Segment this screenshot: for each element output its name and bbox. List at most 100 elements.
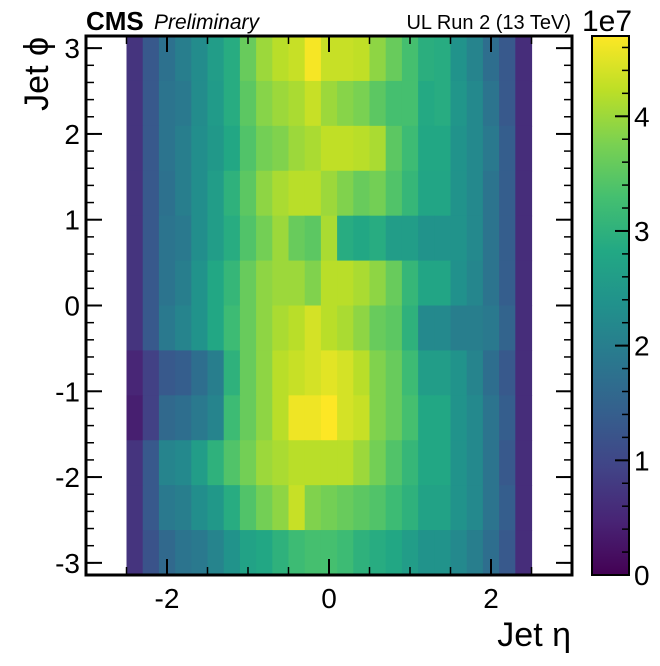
heatmap-cell [256, 80, 273, 127]
heatmap-cell [320, 530, 338, 576]
heatmap-cell [499, 125, 516, 172]
heatmap-cell [223, 350, 241, 396]
heatmap-cell [191, 305, 209, 352]
heatmap-cell [191, 350, 209, 396]
heatmap-cell [239, 350, 257, 396]
heatmap-cell [337, 440, 354, 486]
heatmap-cell [304, 395, 322, 441]
heatmap-cell [385, 530, 403, 576]
heatmap-cell [515, 485, 533, 531]
heatmap-cell [272, 260, 290, 307]
heatmap-cell [126, 170, 144, 217]
heatmap-cell [223, 530, 241, 576]
heatmap-cell [401, 170, 419, 217]
heatmap-cell [239, 80, 257, 127]
y-tick-label: 3 [64, 33, 80, 64]
heatmap-cell [369, 36, 387, 82]
heatmap-cell [418, 80, 435, 127]
heatmap-cell [369, 530, 387, 576]
heatmap-cell [337, 530, 354, 576]
heatmap-cell [450, 170, 468, 217]
heatmap-cell [369, 170, 387, 217]
heatmap-cell [288, 215, 306, 262]
y-tick-label: -3 [55, 548, 80, 579]
heatmap-cell [223, 36, 241, 82]
heatmap-cell [223, 125, 241, 172]
heatmap-cell [353, 215, 371, 262]
y-tick-label: -1 [55, 376, 80, 407]
heatmap-cell [466, 125, 484, 172]
heatmap-cell [256, 395, 273, 441]
heatmap-cell [418, 215, 435, 262]
heatmap-cell [450, 440, 468, 486]
heatmap-cell [499, 350, 516, 396]
heatmap-cell [239, 305, 257, 352]
plot-frame [84, 34, 574, 577]
heatmap-cell [434, 485, 452, 531]
heatmap-cell [304, 36, 322, 82]
heatmap-cell [385, 350, 403, 396]
heatmap-cell [450, 350, 468, 396]
heatmap-cell [499, 260, 516, 307]
heatmap-cell [337, 215, 354, 262]
colorbar-tick-label: 1 [634, 445, 650, 476]
heatmap-cell [256, 305, 273, 352]
heatmap-cell [401, 215, 419, 262]
heatmap-cell [158, 350, 176, 396]
heatmap-cell [272, 125, 290, 172]
heatmap-cell [304, 485, 322, 531]
heatmap-cell [239, 440, 257, 486]
heatmap-cell [272, 170, 290, 217]
heatmap-cell [288, 305, 306, 352]
heatmap-cell [353, 305, 371, 352]
heatmap-cell [515, 125, 533, 172]
heatmap-cell [142, 305, 160, 352]
heatmap-cell [158, 440, 176, 486]
heatmap-cell [191, 260, 209, 307]
heatmap-cell [191, 485, 209, 531]
heatmap-cell [482, 36, 500, 82]
heatmap-cell [304, 260, 322, 307]
heatmap-cell [434, 215, 452, 262]
heatmap-cell [256, 260, 273, 307]
heatmap-cell [175, 80, 192, 127]
heatmap-cell [418, 485, 435, 531]
y-axis-label: Jet ϕ [18, 37, 56, 111]
heatmap-cell [499, 440, 516, 486]
y-tick-label: 2 [64, 119, 80, 150]
heatmap-cell [515, 80, 533, 127]
heatmap-cell [142, 530, 160, 576]
heatmap-cell [482, 80, 500, 127]
heatmap-cell [353, 485, 371, 531]
heatmap-cell [272, 440, 290, 486]
x-tick-label: 2 [483, 583, 499, 614]
heatmap-cell [239, 125, 257, 172]
colorbar-tick-label: 4 [634, 101, 650, 132]
heatmap-cell [434, 350, 452, 396]
heatmap-cell [175, 170, 192, 217]
heatmap-cell [126, 395, 144, 441]
heatmap-cell [239, 215, 257, 262]
heatmap-cell [385, 440, 403, 486]
heatmap-cell [158, 125, 176, 172]
heatmap-cell [191, 215, 209, 262]
heatmap-cell [126, 125, 144, 172]
heatmap-cell [434, 305, 452, 352]
heatmap-cell [256, 36, 273, 82]
heatmap-cell [288, 530, 306, 576]
heatmap-cell [272, 395, 290, 441]
heatmap-cell [482, 350, 500, 396]
heatmap-cell [434, 260, 452, 307]
heatmap-cell [207, 485, 225, 531]
heatmap-cell [191, 530, 209, 576]
heatmap-cell [337, 260, 354, 307]
heatmap-cell [466, 305, 484, 352]
heatmap-cell [369, 350, 387, 396]
heatmap-cell [175, 485, 192, 531]
heatmap-cell [256, 485, 273, 531]
heatmap-cell [450, 395, 468, 441]
heatmap-cell [434, 80, 452, 127]
run-info-label: UL Run 2 (13 TeV) [406, 12, 571, 34]
heatmap-cell [272, 485, 290, 531]
heatmap-cell [191, 395, 209, 441]
